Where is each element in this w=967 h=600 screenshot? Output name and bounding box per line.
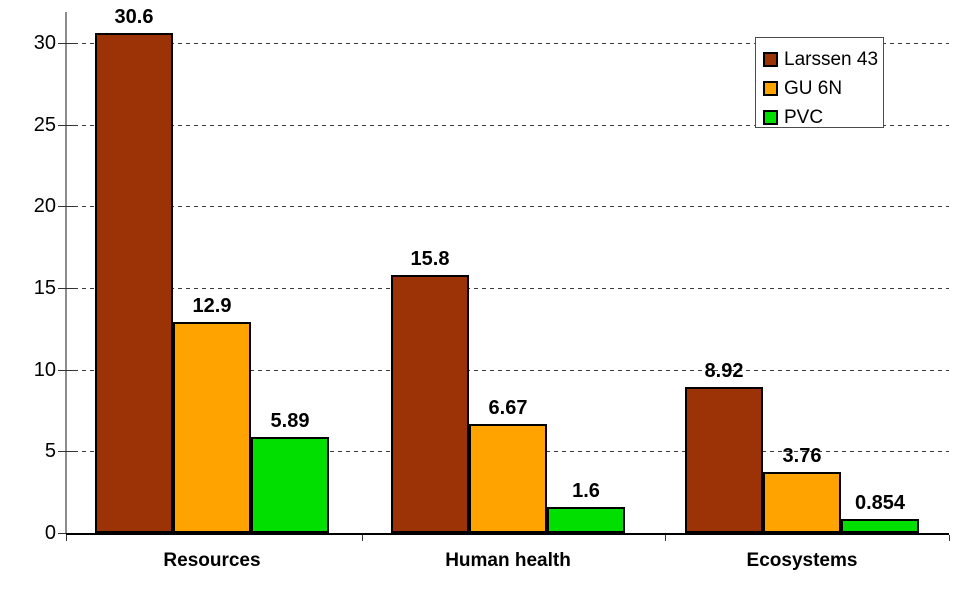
category-label-ecosystems: Ecosystems — [746, 550, 858, 571]
gridline-y-20 — [66, 206, 949, 207]
y-axis-tick — [58, 43, 74, 44]
bar-value-label: 30.6 — [114, 6, 154, 28]
x-axis-line — [66, 533, 949, 535]
x-axis-tick — [362, 535, 363, 541]
x-axis-tick — [66, 535, 67, 541]
bar-resources-larssen-43 — [95, 33, 173, 533]
bar-resources-pvc — [251, 437, 329, 533]
y-axis-label: 20 — [33, 195, 56, 217]
bar-value-label: 5.89 — [270, 410, 310, 432]
gu-6n-swatch-icon — [763, 81, 778, 96]
y-axis-label: 0 — [44, 522, 56, 544]
bar-value-label: 6.67 — [488, 397, 528, 419]
legend-item-larssen-43: Larssen 43 — [763, 45, 879, 74]
bar-resources-gu-6n — [173, 322, 251, 533]
y-axis-label: 10 — [33, 359, 56, 381]
larssen-43-swatch-icon — [763, 52, 778, 67]
bar-value-label: 3.76 — [782, 445, 822, 467]
bar-value-label: 1.6 — [572, 480, 600, 502]
category-label-resources: Resources — [163, 550, 261, 571]
y-axis-tick — [58, 288, 74, 289]
bar-human-health-gu-6n — [469, 424, 547, 533]
x-axis-tick — [665, 535, 666, 541]
pvc-swatch-icon — [763, 110, 778, 125]
legend-item-pvc: PVC — [763, 103, 877, 132]
y-axis-label: 30 — [33, 32, 56, 54]
bar-value-label: 8.92 — [704, 360, 744, 382]
gridline-y-15 — [66, 288, 949, 289]
bar-ecosystems-gu-6n — [763, 472, 841, 533]
legend-label: Larssen 43 — [784, 49, 879, 70]
y-axis-label: 5 — [44, 440, 56, 462]
legend-item-gu-6n: GU 6N — [763, 74, 877, 103]
bar-human-health-larssen-43 — [391, 275, 469, 533]
y-axis-line — [65, 12, 67, 534]
gridline-y-25 — [66, 125, 949, 126]
legend-label: GU 6N — [784, 78, 843, 99]
bar-ecosystems-pvc — [841, 519, 919, 533]
bar-value-label: 12.9 — [192, 295, 232, 317]
bar-value-label: 15.8 — [410, 248, 450, 270]
gridline-y-30 — [66, 43, 949, 44]
category-label-human-health: Human health — [445, 550, 571, 571]
y-axis-tick — [58, 125, 74, 126]
bar-human-health-pvc — [547, 507, 625, 533]
y-axis-label: 15 — [33, 277, 56, 299]
gridline-y-10 — [66, 370, 949, 371]
x-axis-tick — [949, 535, 950, 541]
y-axis-tick — [58, 451, 74, 452]
bar-ecosystems-larssen-43 — [685, 387, 763, 533]
bar-value-label: 0.854 — [854, 492, 906, 514]
legend-label: PVC — [784, 107, 824, 128]
legend: Larssen 43 GU 6N PVC — [755, 37, 884, 128]
y-axis-label: 25 — [33, 114, 56, 136]
y-axis-tick — [58, 370, 74, 371]
y-axis-tick — [58, 206, 74, 207]
